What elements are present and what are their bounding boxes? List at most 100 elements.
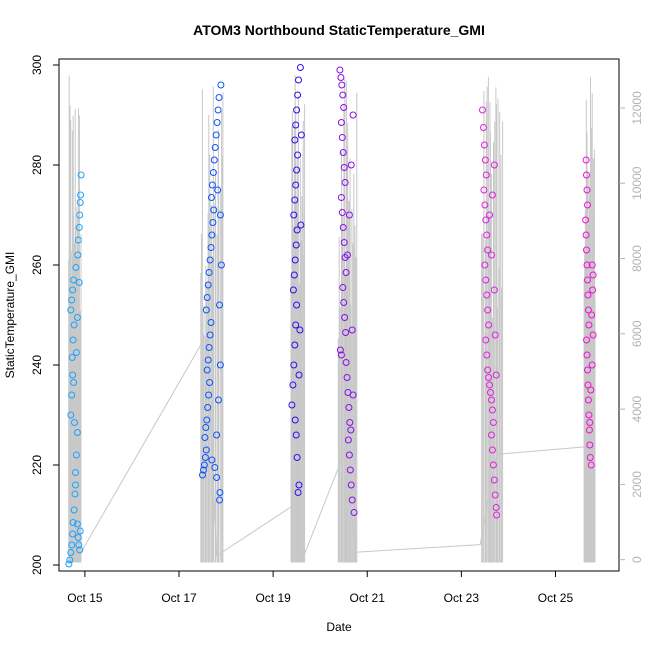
data-point (213, 119, 221, 126)
data-point (583, 246, 590, 254)
data-point (589, 286, 597, 294)
x-axis-label: Date (326, 620, 352, 634)
data-point (349, 111, 357, 119)
data-point (295, 371, 303, 379)
data-point (205, 269, 213, 276)
data-point (204, 281, 212, 289)
y-tick-label: 260 (30, 255, 44, 275)
data-point (491, 331, 499, 339)
data-point (215, 94, 223, 101)
x-axis: Oct 15 Oct 17 Oct 19 Oct 21 Oct 23 Oct 25 (67, 571, 573, 605)
data-point (76, 546, 84, 554)
data-point (77, 191, 85, 199)
data-point (209, 219, 217, 226)
data-point (76, 199, 84, 206)
y-tick-label: 220 (30, 455, 44, 475)
y2-tick-label: 4000 (630, 395, 644, 422)
data-point (483, 231, 491, 239)
data-point (491, 491, 499, 499)
data-point (490, 161, 498, 169)
data-point (486, 381, 494, 389)
data-point (77, 171, 85, 179)
data-point (341, 314, 349, 321)
data-point (296, 326, 304, 334)
data-point (348, 496, 356, 504)
data-point (76, 211, 84, 219)
data-point (72, 451, 80, 459)
data-point (206, 331, 214, 339)
data-point (291, 136, 299, 144)
data-point (69, 336, 77, 344)
data-point (584, 291, 592, 299)
data-point (292, 121, 300, 129)
data-point (480, 186, 488, 194)
data-point (291, 341, 299, 349)
data-point (69, 530, 77, 538)
data-point (291, 196, 299, 204)
data-point (67, 549, 75, 556)
data-point (75, 279, 83, 286)
data-point (480, 124, 487, 131)
data-point (584, 276, 591, 284)
data-point (216, 489, 224, 496)
data-point (294, 91, 302, 99)
data-point (346, 419, 354, 426)
data-point (206, 379, 214, 386)
data-point (204, 356, 212, 364)
data-point (584, 201, 591, 209)
data-point (583, 351, 591, 359)
data-point (72, 469, 79, 476)
data-point (584, 381, 592, 389)
data-point (71, 419, 78, 426)
data-point (67, 306, 75, 314)
data-point (72, 349, 80, 356)
data-point (69, 286, 77, 294)
series-flight-4 (336, 66, 358, 516)
y-tick-label: 300 (30, 55, 44, 75)
data-point (201, 434, 209, 441)
x-tick-label: Oct 23 (444, 591, 480, 605)
y2-tick-label: 2000 (630, 471, 644, 498)
data-point (292, 241, 300, 249)
data-point (342, 269, 350, 276)
data-point (203, 416, 211, 424)
scatter-points (65, 64, 597, 568)
data-point (589, 271, 597, 279)
data-point (66, 556, 74, 564)
data-point (203, 294, 211, 301)
data-point (340, 299, 348, 306)
altitude-spikes-flight-2 (200, 86, 224, 563)
data-point (488, 406, 496, 414)
x-tick-label: Oct 17 (161, 591, 197, 605)
data-point (68, 391, 76, 399)
data-point (481, 156, 489, 164)
data-point (482, 336, 490, 344)
data-point (584, 396, 592, 404)
data-point (216, 211, 224, 219)
data-point (209, 169, 217, 176)
data-point (588, 261, 596, 269)
data-point (294, 151, 302, 159)
data-point (214, 106, 222, 114)
data-point (340, 164, 348, 171)
x-tick-label: Oct 19 (255, 591, 291, 605)
data-point (208, 456, 216, 464)
data-point (345, 211, 353, 219)
data-point (69, 371, 77, 379)
data-point (74, 534, 82, 541)
data-point (288, 401, 296, 409)
data-point (337, 74, 345, 81)
data-point (289, 381, 297, 389)
y-axis-label: StaticTemperature_GMI (3, 252, 17, 379)
data-point (584, 306, 592, 314)
data-point (214, 186, 222, 194)
data-point (488, 191, 496, 199)
data-point (486, 211, 494, 219)
data-point (336, 346, 344, 354)
data-point (72, 481, 79, 489)
data-point (293, 166, 301, 174)
data-point (339, 284, 347, 291)
data-point (340, 239, 348, 246)
data-point (70, 321, 78, 329)
data-point (347, 426, 355, 434)
